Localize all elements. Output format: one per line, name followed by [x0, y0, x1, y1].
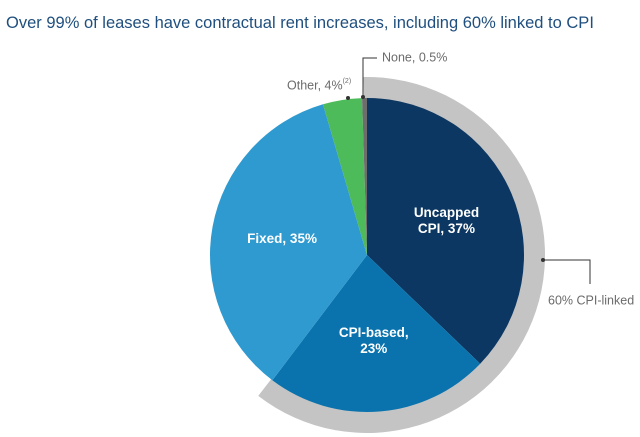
slice-label: Fixed, 35%: [247, 231, 317, 246]
slice-label: Uncapped CPI, 37%: [414, 205, 479, 236]
pie-slice: [367, 98, 524, 364]
leader-line: [543, 259, 591, 284]
annotation: 60% CPI-linked: [548, 293, 634, 307]
cpi-linked-bracket: [258, 77, 546, 434]
footnote: (2): [343, 78, 352, 85]
pie-slice: [210, 104, 367, 381]
slice-label: Other, 4%(2): [287, 78, 351, 92]
slice-label: CPI-based, 23%: [339, 325, 409, 356]
slice-label: None, 0.5%: [382, 50, 447, 64]
chart-title: Over 99% of leases have contractual rent…: [6, 14, 594, 32]
leader-dot: [541, 258, 545, 262]
leader-dot: [361, 95, 365, 99]
leader-dot: [346, 96, 350, 100]
pie-slice: [362, 98, 367, 255]
pie-slice: [272, 255, 481, 413]
leader-line: [362, 57, 377, 97]
pie-slice: [322, 98, 367, 255]
